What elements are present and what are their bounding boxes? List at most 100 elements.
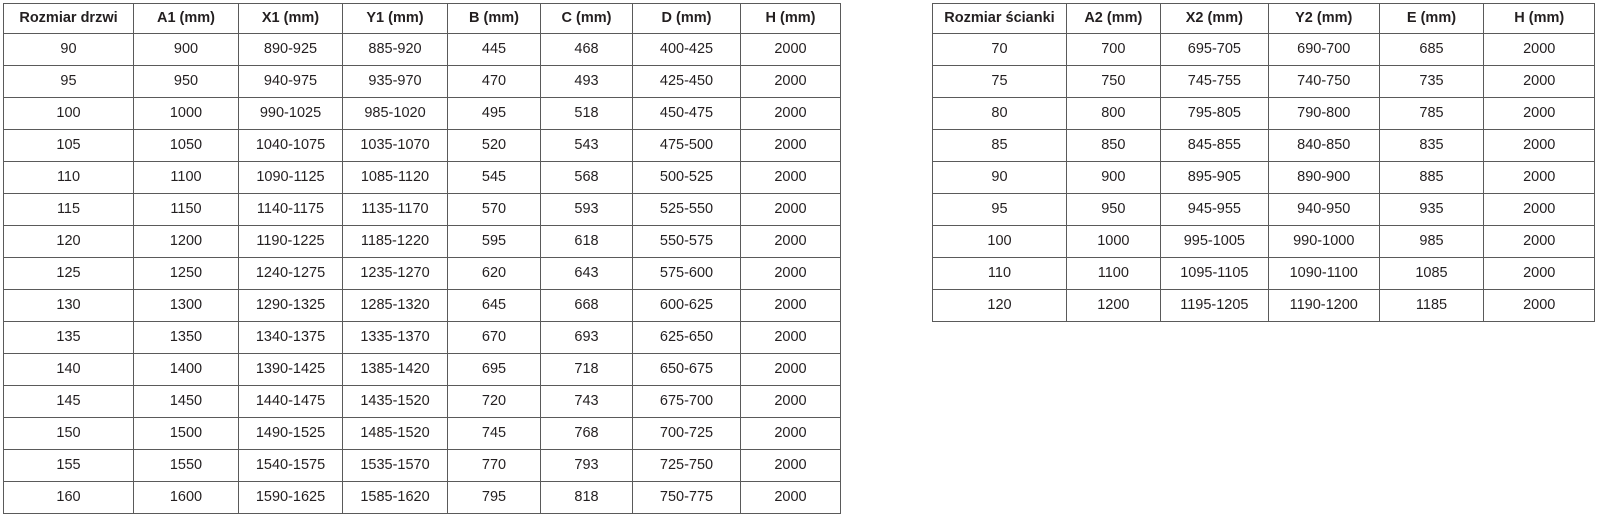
- table-cell: 950: [133, 65, 239, 98]
- table-cell: 750: [1065, 65, 1161, 98]
- table-cell: 795: [447, 481, 541, 514]
- table-cell: 2000: [1483, 225, 1595, 258]
- doors-size-cell: 110: [3, 161, 134, 194]
- wall-table-header: Rozmiar ścianki A2 (mm) X2 (mm) Y2 (mm) E (m…: [932, 3, 1595, 34]
- table-cell: 693: [540, 321, 633, 354]
- table-row: 110 1100 1090-1125 1085-1120 545 568 500-525 20…: [3, 161, 841, 194]
- table-cell: 1195-1205: [1159, 289, 1270, 322]
- doors-size-cell: 125: [3, 257, 134, 290]
- table-cell: 895-905: [1159, 161, 1270, 194]
- table-cell: 2000: [740, 129, 841, 162]
- wall-column-header: Y2 (mm): [1268, 3, 1380, 34]
- table-cell: 735: [1378, 65, 1485, 98]
- wall-size-cell: 80: [932, 97, 1067, 130]
- table-cell: 1490-1525: [238, 417, 343, 450]
- table-cell: 2000: [740, 481, 841, 514]
- table-cell: 570: [447, 193, 541, 226]
- table-row: 95 950 945-955 940-950 935 2000: [932, 193, 1595, 226]
- doors-column-header: X1 (mm): [238, 3, 343, 34]
- table-cell: 2000: [740, 65, 841, 98]
- table-cell: 690-700: [1268, 33, 1380, 66]
- doors-size-cell: 95: [3, 65, 134, 98]
- table-cell: 1300: [133, 289, 239, 322]
- wall-table-body: 70 700 695-705 690-700 685 2000 75 750 745-755 74…: [932, 33, 1595, 322]
- table-cell: 890-900: [1268, 161, 1380, 194]
- table-cell: 2000: [1483, 65, 1595, 98]
- wall-size-cell: 110: [932, 257, 1067, 290]
- table-row: 120 1200 1195-1205 1190-1200 1185 2000: [932, 289, 1595, 322]
- wall-size-cell: 100: [932, 225, 1067, 258]
- table-row: 120 1200 1190-1225 1185-1220 595 618 550-575 20…: [3, 225, 841, 258]
- table-cell: 2000: [1483, 193, 1595, 226]
- table-row: 70 700 695-705 690-700 685 2000: [932, 33, 1595, 66]
- table-cell: 845-855: [1159, 129, 1270, 162]
- doors-header-row: Rozmiar drzwi A1 (mm) X1 (mm) Y1 (mm) B (mm)…: [3, 3, 841, 34]
- table-row: 90 900 895-905 890-900 885 2000: [932, 161, 1595, 194]
- table-cell: 900: [133, 33, 239, 66]
- table-cell: 2000: [1483, 33, 1595, 66]
- table-cell: 1185: [1378, 289, 1485, 322]
- table-cell: 1200: [1065, 289, 1161, 322]
- wall-size-cell: 90: [932, 161, 1067, 194]
- table-cell: 495: [447, 97, 541, 130]
- table-cell: 2000: [740, 321, 841, 354]
- wall-column-header: X2 (mm): [1159, 3, 1270, 34]
- table-cell: 643: [540, 257, 633, 290]
- table-cell: 2000: [740, 385, 841, 418]
- table-cell: 900: [1065, 161, 1161, 194]
- table-cell: 720: [447, 385, 541, 418]
- doors-size-cell: 130: [3, 289, 134, 322]
- table-cell: 890-925: [238, 33, 343, 66]
- table-cell: 950: [1065, 193, 1161, 226]
- table-cell: 790-800: [1268, 97, 1380, 130]
- wall-size-cell: 70: [932, 33, 1067, 66]
- table-cell: 1600: [133, 481, 239, 514]
- table-cell: 1500: [133, 417, 239, 450]
- table-cell: 400-425: [632, 33, 741, 66]
- doors-column-header: B (mm): [447, 3, 541, 34]
- table-cell: 1090-1125: [238, 161, 343, 194]
- table-cell: 2000: [740, 193, 841, 226]
- table-cell: 940-950: [1268, 193, 1380, 226]
- table-row: 95 950 940-975 935-970 470 493 425-450 2000: [3, 65, 841, 98]
- table-cell: 520: [447, 129, 541, 162]
- table-cell: 468: [540, 33, 633, 66]
- doors-column-header: Rozmiar drzwi: [3, 3, 134, 34]
- table-cell: 593: [540, 193, 633, 226]
- table-cell: 2000: [1483, 161, 1595, 194]
- table-cell: 575-600: [632, 257, 741, 290]
- table-cell: 1535-1570: [342, 449, 448, 482]
- table-cell: 470: [447, 65, 541, 98]
- table-cell: 2000: [1483, 289, 1595, 322]
- table-cell: 545: [447, 161, 541, 194]
- table-cell: 745: [447, 417, 541, 450]
- table-cell: 935-970: [342, 65, 448, 98]
- table-cell: 2000: [740, 289, 841, 322]
- table-cell: 450-475: [632, 97, 741, 130]
- table-cell: 695-705: [1159, 33, 1270, 66]
- table-cell: 1100: [1065, 257, 1161, 290]
- table-cell: 1035-1070: [342, 129, 448, 162]
- table-cell: 990-1025: [238, 97, 343, 130]
- doors-table-body: 90 900 890-925 885-920 445 468 400-425 2000 95 95…: [3, 33, 841, 514]
- table-cell: 1585-1620: [342, 481, 448, 514]
- table-cell: 2000: [740, 417, 841, 450]
- doors-size-cell: 160: [3, 481, 134, 514]
- table-cell: 1450: [133, 385, 239, 418]
- wall-column-header: E (mm): [1378, 3, 1485, 34]
- table-cell: 645: [447, 289, 541, 322]
- table-cell: 1185-1220: [342, 225, 448, 258]
- doors-size-cell: 120: [3, 225, 134, 258]
- table-row: 130 1300 1290-1325 1285-1320 645 668 600-625 20…: [3, 289, 841, 322]
- table-cell: 835: [1378, 129, 1485, 162]
- doors-column-header: C (mm): [540, 3, 633, 34]
- wall-size-cell: 95: [932, 193, 1067, 226]
- table-cell: 668: [540, 289, 633, 322]
- table-cell: 1040-1075: [238, 129, 343, 162]
- table-cell: 985-1020: [342, 97, 448, 130]
- wall-column-header: H (mm): [1483, 3, 1595, 34]
- table-cell: 770: [447, 449, 541, 482]
- table-cell: 885: [1378, 161, 1485, 194]
- table-cell: 543: [540, 129, 633, 162]
- table-cell: 600-625: [632, 289, 741, 322]
